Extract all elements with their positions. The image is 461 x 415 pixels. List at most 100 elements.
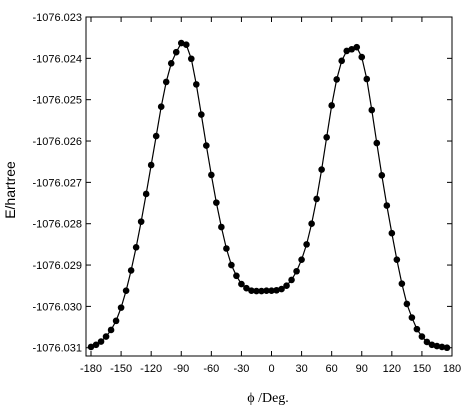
data-point [87, 343, 95, 351]
data-point [198, 111, 205, 118]
data-point [373, 139, 381, 147]
y-tick-label: -1076.025 [32, 95, 82, 107]
data-point [313, 195, 320, 203]
y-tick-label: -1076.023 [32, 12, 82, 24]
x-tick-label: -180 [80, 363, 102, 375]
data-point [438, 343, 446, 351]
data-point [112, 317, 120, 325]
series-points [87, 39, 451, 352]
data-point [258, 287, 265, 295]
x-tick-label: -90 [173, 363, 189, 375]
data-point [213, 199, 220, 206]
data-point [363, 75, 371, 83]
data-point [238, 280, 245, 288]
y-tick-label: -1076.024 [32, 53, 82, 65]
x-tick-label: 60 [326, 363, 338, 375]
data-point [408, 314, 416, 321]
data-point [248, 287, 255, 294]
data-point [368, 106, 376, 114]
data-point [328, 102, 335, 109]
data-point [117, 304, 125, 311]
y-tick-label: -1076.030 [32, 301, 82, 313]
data-point [273, 286, 280, 294]
data-point [388, 229, 396, 237]
data-point [348, 45, 356, 53]
data-point [228, 261, 235, 269]
y-axis: -1076.023 -1076.024 -1076.025 -1076.026 -107… [32, 12, 452, 355]
data-point [383, 202, 391, 209]
data-point [343, 47, 351, 55]
data-point [318, 166, 325, 173]
data-point [358, 53, 366, 61]
x-tick-label: 120 [383, 363, 401, 375]
data-point [398, 280, 406, 287]
y-tick-label: -1076.029 [32, 260, 82, 272]
x-tick-label: -60 [203, 363, 219, 375]
data-point [127, 267, 135, 274]
y-tick-label: -1076.031 [32, 343, 82, 355]
data-point [333, 76, 340, 83]
data-point [167, 60, 175, 67]
data-point [122, 287, 130, 294]
y-tick-label: -1076.027 [32, 177, 82, 189]
data-point [137, 218, 145, 225]
x-tick-label: 150 [413, 363, 431, 375]
data-point [278, 285, 285, 293]
x-tick-label: 90 [356, 363, 368, 375]
data-point [413, 325, 421, 333]
data-point [97, 338, 105, 345]
x-tick-label: -150 [110, 363, 132, 375]
plot-frame [85, 16, 453, 357]
data-point [418, 333, 426, 340]
data-point [182, 41, 190, 48]
data-point [423, 338, 431, 346]
data-point [208, 171, 215, 179]
data-point [433, 342, 441, 350]
data-point [172, 48, 180, 56]
data-point [92, 341, 100, 349]
x-tick-label: 30 [295, 363, 307, 375]
data-point [323, 134, 330, 141]
data-point [293, 267, 300, 275]
data-point [338, 57, 345, 65]
data-point [403, 300, 411, 308]
data-point [193, 81, 200, 88]
data-point [142, 190, 150, 198]
data-point [263, 287, 270, 294]
data-point [187, 55, 195, 63]
x-tick-label: 0 [268, 363, 274, 375]
data-point [443, 344, 451, 352]
data-point [378, 172, 386, 179]
data-point [393, 256, 401, 263]
data-point [243, 284, 250, 292]
data-point [152, 132, 160, 140]
data-point [157, 103, 165, 111]
data-point [132, 243, 140, 251]
x-axis: -180 -150 -120 -90 -60 -30 0 30 60 90 120 150 180 [80, 17, 461, 375]
data-point [353, 43, 361, 51]
data-point [203, 142, 210, 149]
data-point [283, 282, 290, 290]
data-point [428, 341, 436, 349]
data-point [107, 326, 115, 334]
data-point [233, 272, 240, 280]
data-point [308, 220, 315, 228]
data-point [218, 223, 225, 231]
x-tick-label: -30 [233, 363, 249, 375]
data-point [298, 256, 305, 263]
data-point [303, 241, 310, 248]
data-point [223, 245, 230, 252]
data-point [147, 161, 155, 169]
data-point [268, 287, 275, 294]
x-tick-label: 180 [443, 363, 461, 375]
x-tick-label: -120 [140, 363, 162, 375]
data-point [253, 287, 260, 295]
data-point [102, 333, 110, 340]
x-axis-title: ϕ /Deg. [247, 391, 289, 406]
y-axis-title: E/hartree [2, 161, 18, 219]
y-tick-label: -1076.028 [32, 219, 82, 231]
y-tick-label: -1076.026 [32, 136, 82, 148]
data-point [177, 39, 185, 47]
data-point [288, 276, 295, 284]
